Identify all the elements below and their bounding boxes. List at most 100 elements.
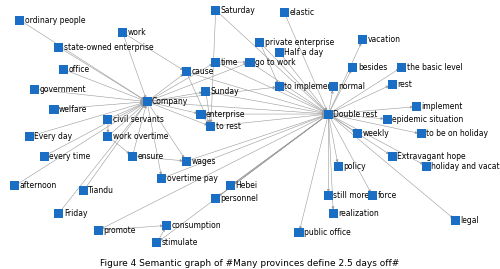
Text: office: office <box>68 65 90 74</box>
Text: legal: legal <box>460 216 479 225</box>
Point <box>162 223 170 228</box>
Text: Half a day: Half a day <box>284 48 324 57</box>
Text: ensure: ensure <box>138 152 164 161</box>
Text: elastic: elastic <box>289 8 314 17</box>
Text: personnel: personnel <box>220 194 258 203</box>
Text: Hebei: Hebei <box>236 181 258 190</box>
Point <box>330 85 338 89</box>
Point <box>276 85 283 89</box>
Point <box>280 10 288 15</box>
Point <box>354 132 362 136</box>
Text: go to work: go to work <box>255 58 296 67</box>
Point <box>388 82 396 87</box>
Text: private enterprise: private enterprise <box>264 38 334 47</box>
Text: state-owned enterprise: state-owned enterprise <box>64 43 154 52</box>
Text: stimulate: stimulate <box>162 238 198 247</box>
Point <box>118 30 126 34</box>
Point <box>452 218 460 223</box>
Point <box>246 60 254 64</box>
Text: welfare: welfare <box>59 105 88 114</box>
Text: Tiandu: Tiandu <box>88 186 115 195</box>
Point <box>104 117 112 121</box>
Point <box>383 117 391 121</box>
Text: civil servants: civil servants <box>113 115 164 123</box>
Text: ordinary people: ordinary people <box>24 16 85 24</box>
Point <box>207 124 215 129</box>
Text: Every day: Every day <box>34 132 72 141</box>
Point <box>398 65 406 69</box>
Text: Saturday: Saturday <box>220 6 256 15</box>
Point <box>26 134 34 139</box>
Point <box>212 8 220 12</box>
Point <box>158 176 166 180</box>
Point <box>143 100 151 104</box>
Point <box>55 45 63 49</box>
Point <box>16 18 24 22</box>
Text: work: work <box>128 28 146 37</box>
Text: public office: public office <box>304 228 350 237</box>
Text: realization: realization <box>338 208 379 218</box>
Text: weekly: weekly <box>362 129 390 138</box>
Point <box>349 65 357 69</box>
Point <box>212 60 220 64</box>
Text: Sunday: Sunday <box>211 87 240 96</box>
Text: Double rest: Double rest <box>334 109 378 119</box>
Point <box>256 40 264 44</box>
Text: wages: wages <box>191 157 216 166</box>
Point <box>40 154 48 158</box>
Text: Friday: Friday <box>64 208 88 218</box>
Text: Company: Company <box>152 97 188 106</box>
Point <box>94 228 102 232</box>
Text: afternoon: afternoon <box>20 181 57 190</box>
Text: time: time <box>220 58 238 67</box>
Point <box>60 67 68 72</box>
Point <box>182 70 190 74</box>
Text: every time: every time <box>49 152 90 161</box>
Point <box>153 240 161 245</box>
Point <box>334 164 342 168</box>
Text: to rest: to rest <box>216 122 240 131</box>
Text: government: government <box>40 85 86 94</box>
Text: normal: normal <box>338 82 365 91</box>
Text: holiday and vacations: holiday and vacations <box>432 161 500 171</box>
Point <box>388 154 396 158</box>
Text: besides: besides <box>358 62 387 72</box>
Text: policy: policy <box>343 161 365 171</box>
Text: work overtime: work overtime <box>113 132 168 141</box>
Point <box>324 194 332 198</box>
Text: consumption: consumption <box>172 221 221 230</box>
Point <box>358 38 366 42</box>
Point <box>295 231 303 235</box>
Point <box>226 184 234 188</box>
Point <box>104 134 112 139</box>
Point <box>418 132 426 136</box>
Text: still more: still more <box>334 191 370 200</box>
Text: implement: implement <box>422 102 463 111</box>
Text: to be on holiday: to be on holiday <box>426 129 488 138</box>
Text: epidemic situation: epidemic situation <box>392 115 464 123</box>
Point <box>80 189 88 193</box>
Point <box>324 112 332 116</box>
Point <box>368 194 376 198</box>
Point <box>212 196 220 200</box>
Text: enterprise: enterprise <box>206 109 246 119</box>
Point <box>202 90 210 94</box>
Point <box>128 154 136 158</box>
Text: the basic level: the basic level <box>407 62 463 72</box>
Point <box>50 107 58 111</box>
Point <box>55 211 63 215</box>
Text: to implement: to implement <box>284 82 336 91</box>
Text: cause: cause <box>191 68 214 76</box>
Point <box>197 112 205 116</box>
Text: Extravagant hope: Extravagant hope <box>397 152 466 161</box>
Point <box>412 104 420 109</box>
Text: force: force <box>378 191 396 200</box>
Point <box>11 184 19 188</box>
Text: Figure 4 Semantic graph of #Many provinces define 2.5 days off#: Figure 4 Semantic graph of #Many provinc… <box>100 259 400 268</box>
Point <box>276 50 283 54</box>
Text: promote: promote <box>103 226 136 235</box>
Point <box>182 159 190 163</box>
Point <box>330 211 338 215</box>
Text: rest: rest <box>397 80 412 89</box>
Text: overtime pay: overtime pay <box>166 174 218 183</box>
